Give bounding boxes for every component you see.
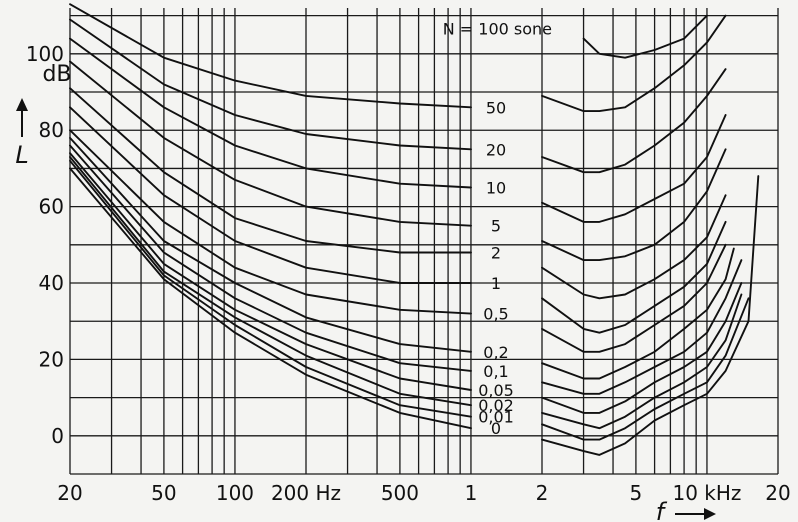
y-axis-unit: dB <box>42 62 71 87</box>
x-tick-label: 20 <box>57 481 82 505</box>
y-tick-label: 20 <box>39 347 64 371</box>
x-axis-label: f <box>656 498 668 522</box>
curve-label: 1 <box>491 274 501 293</box>
loudness-curve <box>541 282 743 414</box>
loudness-curves <box>69 3 760 456</box>
loudness-curve <box>69 18 472 151</box>
curve-label: 0,05 <box>478 381 514 400</box>
curve-label: 10 <box>486 179 506 198</box>
loudness-curve <box>541 297 750 441</box>
loudness-curve <box>541 243 727 353</box>
curve-label: 20 <box>486 140 506 159</box>
loudness-curve <box>69 152 472 391</box>
y-axis-arrow-head <box>16 98 28 111</box>
y-tick-label: 40 <box>39 271 64 295</box>
y-tick-label: 80 <box>39 118 64 142</box>
x-tick-label: 10 kHz <box>672 481 741 505</box>
loudness-curve <box>541 68 727 174</box>
chart-grid <box>69 8 779 475</box>
loudness-curve <box>69 159 472 418</box>
loudness-curve <box>541 14 727 113</box>
loudness-curve <box>69 167 472 430</box>
y-tick-label: 60 <box>39 195 64 219</box>
x-tick-label: 2 <box>536 481 549 505</box>
loudness-curve <box>541 194 727 300</box>
x-tick-label: 200 Hz <box>271 481 341 505</box>
loudness-curve <box>541 247 735 380</box>
y-axis-label: L <box>15 141 28 169</box>
loudness-curve <box>69 144 472 372</box>
curve-label: 0,02 <box>478 396 514 415</box>
x-axis-tick-labels: 20 50 100 200 Hz 500 1 2 5 10 kHz 20 <box>57 481 790 505</box>
x-tick-label: 500 <box>381 481 419 505</box>
x-tick-label: 50 <box>151 481 176 505</box>
loudness-curve <box>541 114 727 223</box>
x-tick-label: 100 <box>216 481 254 505</box>
loudness-curve <box>541 175 760 456</box>
loudness-curve <box>69 156 472 407</box>
curve-label: 2 <box>491 243 501 262</box>
curve-label: 0,2 <box>483 343 508 362</box>
loudness-curve <box>69 3 472 109</box>
loudness-curve <box>541 148 727 262</box>
loudness-curve <box>541 220 727 334</box>
loudness-curve <box>69 37 472 189</box>
curve-label: 50 <box>486 98 506 117</box>
loudness-curve <box>69 136 472 353</box>
curve-labels: N = 100 sone 50 20 10 5 2 1 0,5 0,20,10,050,020,… <box>443 20 552 439</box>
curve-label: 0,5 <box>483 305 508 324</box>
loudness-curve <box>582 14 708 59</box>
curve-label: 0,1 <box>483 362 508 381</box>
x-tick-label: 1 <box>465 481 478 505</box>
curve-label: 0 <box>491 419 501 438</box>
x-tick-label: 20 <box>765 481 790 505</box>
curve-label: 5 <box>491 217 501 236</box>
loudness-curve <box>69 87 472 254</box>
loudness-curve <box>69 106 472 284</box>
loudness-curve <box>69 60 472 227</box>
x-axis-arrow-head <box>704 508 716 520</box>
curve-label: N = 100 sone <box>443 20 552 39</box>
y-axis-tick-labels: 100 80 60 40 20 0 <box>26 42 64 448</box>
y-tick-label: 0 <box>51 424 64 448</box>
curve-label: 0,01 <box>478 408 514 427</box>
loudness-curve <box>541 259 743 395</box>
loudness-curve <box>69 129 472 315</box>
y-tick-label: 100 <box>26 42 64 66</box>
loudness-curve <box>541 293 743 430</box>
x-tick-label: 5 <box>630 481 643 505</box>
